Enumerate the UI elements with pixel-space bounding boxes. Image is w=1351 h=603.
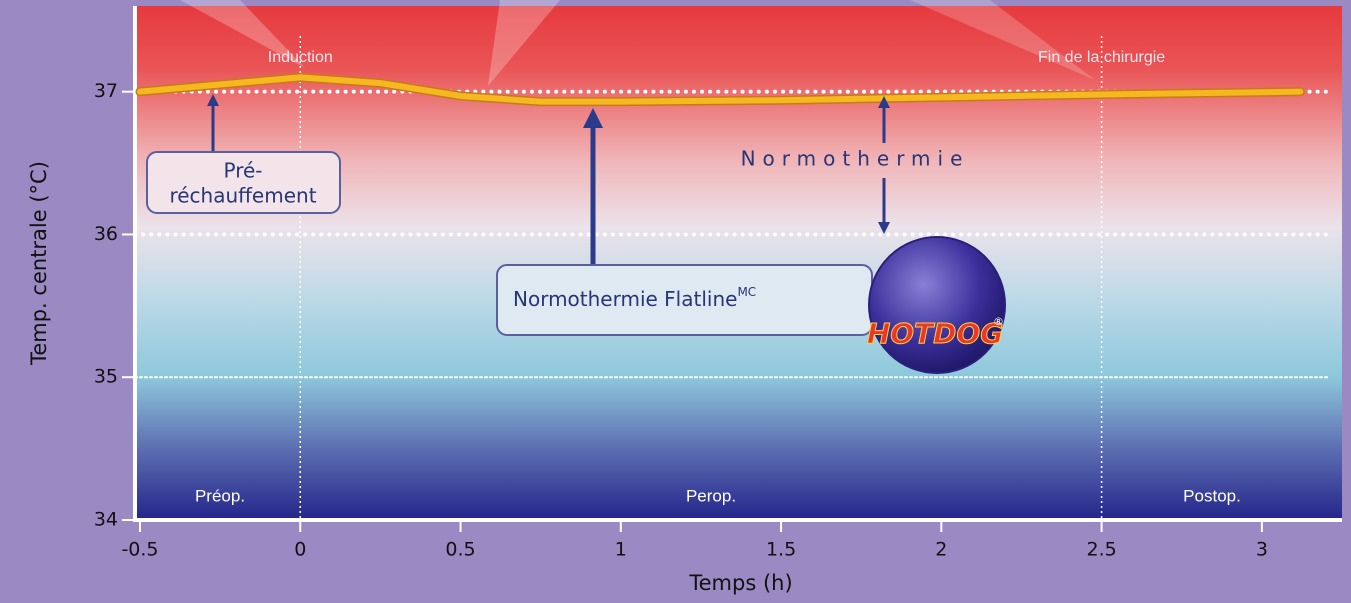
callout-text: Normothermie Flatline [513,287,737,311]
callout-text: Normothermie FlatlineMC [513,285,756,311]
y-axis-label: Temp. centrale (°C) [27,161,51,366]
callout-box [146,151,341,214]
callout-text: réchauffement [169,184,316,208]
x-tick-label: 0 [294,539,306,561]
superscript: MC [737,285,756,299]
annotations: Pré- réchauffement Normothermie Flatline… [146,94,1006,374]
line [137,74,1304,105]
x-tick-label: 2 [935,539,947,561]
x-tick-label: 3 [1256,539,1268,561]
x-axis-label: Temps (h) [688,571,792,595]
x-tick-label: 1.5 [766,539,796,561]
x-tick-label: 1 [615,539,627,561]
logo-text: HOTDOG [867,317,1003,350]
y-tick-label: 34 [94,509,118,531]
callout-text: Pré- [223,159,262,183]
logo [868,236,1006,374]
decoration [180,0,1095,86]
x-tick-label: 0.5 [445,539,475,561]
x-tick-label: 2.5 [1086,539,1116,561]
event-label: Induction [268,49,333,66]
phase-label: Postop. [1183,486,1241,505]
callout-text: Normothermie [741,147,970,171]
plot-background [135,6,1342,520]
x-tick-label: -0.5 [121,539,158,561]
phase-label: Perop. [686,486,736,505]
marks [135,72,1305,107]
phase-label: Préop. [195,486,245,505]
y-tick-label: 35 [94,366,118,388]
y-tick-label: 37 [94,80,118,102]
logo-mark: ® [993,315,1004,328]
y-tick-label: 36 [94,223,118,245]
event-label: Fin de la chirurgie [1038,49,1165,66]
